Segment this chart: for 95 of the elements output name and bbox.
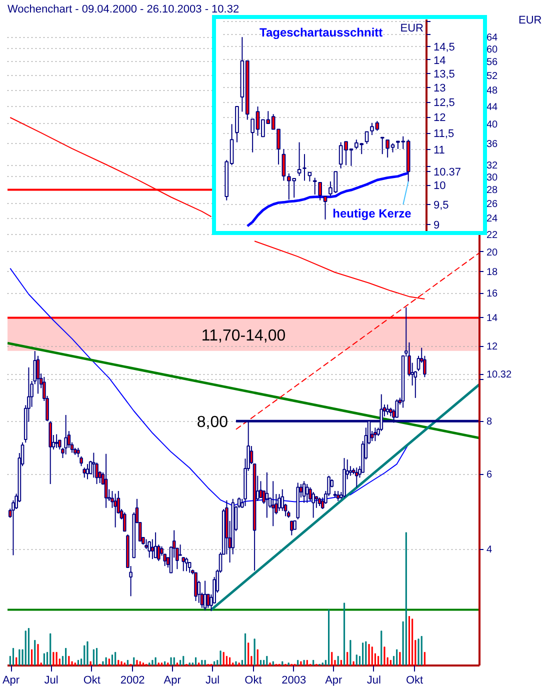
text: Tageschartausschnitt — [260, 26, 383, 40]
candlestick — [114, 493, 117, 528]
candlestick — [348, 466, 352, 476]
x-tick-label: Apr — [164, 674, 182, 686]
y-tick-label: 11 — [434, 144, 445, 157]
annotation: heutige Kerze — [332, 206, 412, 220]
y-tick-label: 10 — [434, 180, 446, 192]
candlestick — [271, 480, 275, 527]
candlestick — [265, 472, 269, 518]
y-tick-label: 9 — [434, 219, 440, 232]
y-tick-label: 12 — [486, 342, 498, 353]
candlestick — [206, 594, 210, 608]
candlestick — [54, 434, 58, 448]
y-axis-title: EUR — [518, 14, 542, 26]
candlestick — [150, 538, 154, 560]
candlestick — [302, 154, 306, 182]
y-tick-label: 11,5 — [434, 128, 454, 140]
x-tick-label: Jul — [44, 674, 58, 686]
x-tick-label: Jul — [206, 674, 220, 686]
candlestick — [148, 540, 152, 558]
band-label: 11,70-14,00 — [201, 327, 286, 344]
candlestick — [318, 182, 322, 201]
candlestick — [36, 355, 40, 394]
x-tick-label: Apr — [325, 674, 343, 686]
y-tick-label: 60 — [486, 44, 498, 56]
y-tick-label: 32 — [486, 160, 498, 172]
y-tick-label: 26 — [486, 198, 498, 210]
y-tick-label: 40 — [486, 119, 498, 130]
x-tick-label: Apr — [2, 674, 20, 686]
candlestick — [364, 131, 369, 144]
candlestick — [297, 142, 302, 176]
y-tick-label: 12 — [434, 112, 446, 124]
candlestick — [312, 491, 315, 518]
candlestick — [302, 480, 306, 504]
y-tick-label: 44 — [486, 102, 498, 113]
candlestick — [82, 467, 86, 478]
y-tick-label: 22 — [486, 230, 498, 241]
y-tick-label: 6 — [486, 470, 492, 481]
candlestick — [154, 532, 158, 558]
y-tick-label: 20 — [486, 247, 498, 258]
candlestick — [80, 456, 83, 467]
candlestick — [122, 512, 126, 532]
candlestick — [282, 148, 286, 182]
candlestick — [336, 490, 340, 502]
y-tick-label: 14,5 — [434, 42, 455, 54]
candlestick — [144, 538, 148, 550]
y-tick-label: 10.37 — [434, 166, 462, 179]
candlestick — [86, 464, 90, 480]
candlestick — [182, 556, 186, 572]
annotation: 8,00 — [196, 414, 228, 432]
x-tick-label: 2002 — [120, 674, 145, 686]
y-tick-label: 10.32 — [486, 370, 512, 381]
y-tick-label: 14 — [434, 54, 446, 67]
x-tick-label: Jul — [366, 674, 381, 686]
y-axis-title: EUR — [400, 22, 424, 34]
candlestick — [305, 484, 309, 504]
candlestick — [308, 172, 312, 182]
y-tick-label: 48 — [486, 86, 498, 97]
candlestick — [194, 572, 198, 602]
y-tick-label: 8 — [486, 416, 492, 428]
y-tick-label: 4 — [486, 544, 492, 556]
candlestick — [203, 580, 207, 611]
y-tick-label: 30 — [486, 172, 498, 184]
y-tick-label: 56 — [486, 57, 498, 68]
candlestick — [323, 196, 328, 220]
candlestick — [395, 398, 399, 418]
y-tick-label: 16 — [486, 288, 498, 300]
candlestick — [374, 427, 377, 442]
x-tick-label: 2003 — [282, 674, 306, 686]
x-tick-label: Okt — [244, 674, 262, 686]
y-tick-label: 12,5 — [434, 97, 455, 110]
candlestick — [76, 447, 80, 458]
candlestick — [354, 467, 358, 488]
x-tick-label: Okt — [406, 674, 424, 686]
y-tick-label: 24 — [486, 214, 498, 225]
candlestick — [278, 494, 281, 512]
candlestick — [290, 520, 294, 536]
candlestick — [64, 414, 68, 455]
x-tick-label: Okt — [83, 674, 100, 686]
y-tick-label: 14 — [486, 313, 498, 324]
candlestick — [104, 453, 108, 508]
candlestick — [314, 496, 318, 508]
y-tick-label: 13 — [434, 82, 446, 94]
y-tick-label: 64 — [486, 32, 498, 44]
candlestick — [312, 177, 317, 196]
y-tick-label: 18 — [486, 266, 498, 278]
y-tick-label: 9,5 — [434, 199, 449, 212]
y-tick-label: 36 — [486, 138, 498, 150]
candlestick — [156, 544, 160, 562]
candlestick — [184, 557, 188, 572]
y-tick-label: 13,5 — [434, 68, 455, 80]
y-tick-label: 28 — [486, 185, 498, 196]
chart-title: Wochenchart - 09.04.2000 - 26.10.2003 - 10.32 — [8, 4, 240, 16]
candlestick — [380, 136, 384, 155]
y-tick-label: 52 — [486, 70, 498, 82]
